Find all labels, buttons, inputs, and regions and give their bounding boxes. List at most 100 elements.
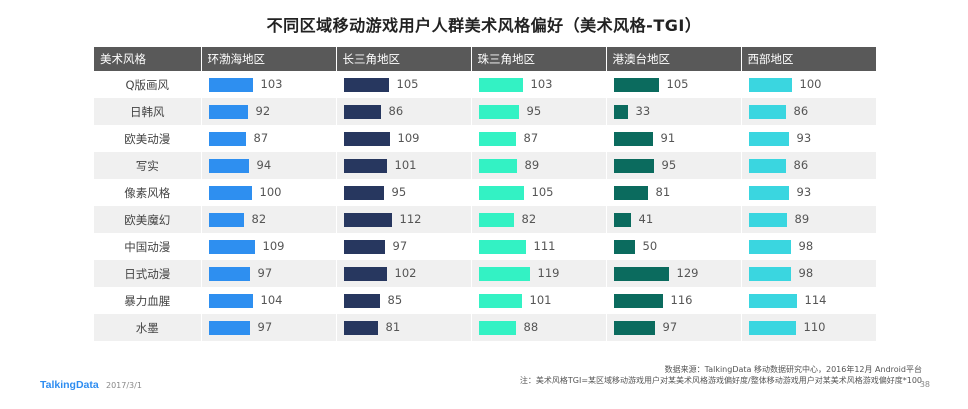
bar: [343, 132, 390, 146]
page-number: 38: [919, 380, 930, 389]
value-cell: 87: [201, 125, 337, 152]
value-cell: 92: [201, 98, 337, 125]
bar-value-label: 111: [533, 239, 556, 253]
report-date: 2017/3/1: [106, 381, 142, 390]
bar-value-label: 33: [635, 104, 651, 118]
bar-wrap: 95: [337, 179, 471, 206]
bar-value-label: 95: [661, 158, 677, 172]
bar-wrap: 86: [742, 152, 877, 179]
value-cell: 95: [471, 98, 607, 125]
value-cell: 50: [606, 233, 742, 260]
value-cell: 104: [201, 287, 337, 314]
bar-wrap: 111: [472, 233, 606, 260]
bar: [748, 294, 797, 308]
value-cell: 82: [201, 206, 337, 233]
bar-wrap: 116: [607, 287, 741, 314]
table-row: 中国动漫 109 97 111 50 98: [94, 233, 876, 260]
value-cell: 41: [606, 206, 742, 233]
bar-value-label: 94: [256, 158, 272, 172]
bar-wrap: 94: [202, 152, 336, 179]
bar-value-label: 97: [662, 320, 678, 334]
category-label: 欧美动漫: [94, 125, 202, 152]
bar: [748, 186, 789, 200]
bar: [613, 294, 663, 308]
bar-wrap: 100: [202, 179, 336, 206]
bar-value-label: 100: [799, 77, 822, 91]
bar: [613, 105, 628, 119]
bar: [478, 294, 522, 308]
bar-value-label: 114: [804, 293, 827, 307]
bar: [613, 132, 653, 146]
bar-value-label: 102: [394, 266, 417, 280]
bar: [343, 294, 380, 308]
table-body: Q版画风 103 105 103 105 100 日韩风 92 86 95 33 86 欧美动漫 87 10…: [94, 71, 876, 341]
table-row: 写实 94 101 89 95 86: [94, 152, 876, 179]
table-row: Q版画风 103 105 103 105 100: [94, 71, 876, 98]
bar-wrap: 50: [607, 233, 741, 260]
bar-value-label: 129: [676, 266, 699, 280]
bar-wrap: 93: [742, 125, 877, 152]
bar: [478, 159, 517, 173]
bar-value-label: 110: [803, 320, 826, 334]
bar-wrap: 81: [607, 179, 741, 206]
bar-wrap: 87: [202, 125, 336, 152]
bar-value-label: 93: [796, 185, 812, 199]
bar-wrap: 97: [202, 314, 336, 341]
bar: [343, 321, 378, 335]
bar-wrap: 85: [337, 287, 471, 314]
note-text: 注：美术风格TGI=某区域移动游戏用户对某美术风格游戏偏好度/整体移动游戏用户对…: [519, 376, 922, 385]
value-cell: 98: [741, 233, 876, 260]
table-row: 欧美动漫 87 109 87 91 93: [94, 125, 876, 152]
value-cell: 86: [741, 98, 876, 125]
bar: [613, 78, 659, 92]
bar-value-label: 89: [524, 158, 540, 172]
bar: [208, 321, 250, 335]
bar-wrap: 86: [337, 98, 471, 125]
bar: [343, 78, 389, 92]
value-cell: 109: [201, 233, 337, 260]
value-cell: 93: [741, 179, 876, 206]
category-label: 日韩风: [94, 98, 202, 125]
table-row: 水墨 97 81 88 97 110: [94, 314, 876, 341]
table-row: 欧美魔幻 82 112 82 41 89: [94, 206, 876, 233]
bar-wrap: 110: [742, 314, 877, 341]
bar: [208, 159, 249, 173]
bar-value-label: 88: [523, 320, 539, 334]
bar-wrap: 112: [337, 206, 471, 233]
bar-value-label: 100: [259, 185, 282, 199]
bar: [478, 240, 526, 254]
bar: [478, 267, 530, 281]
category-label: 水墨: [94, 314, 202, 341]
value-cell: 97: [201, 314, 337, 341]
bar-value-label: 116: [670, 293, 693, 307]
value-cell: 94: [201, 152, 337, 179]
bar: [208, 267, 250, 281]
bar: [478, 78, 523, 92]
value-cell: 119: [471, 260, 607, 287]
bar-value-label: 89: [794, 212, 810, 226]
bar-wrap: 97: [337, 233, 471, 260]
value-cell: 114: [741, 287, 876, 314]
bar: [343, 267, 387, 281]
bar-wrap: 95: [607, 152, 741, 179]
bar-wrap: 82: [472, 206, 606, 233]
bar: [478, 105, 519, 119]
bar-wrap: 105: [337, 71, 471, 98]
category-label: 中国动漫: [94, 233, 202, 260]
bar: [208, 132, 246, 146]
value-cell: 111: [471, 233, 607, 260]
bar-value-label: 50: [642, 239, 658, 253]
bar-wrap: 89: [742, 206, 877, 233]
value-cell: 109: [336, 125, 472, 152]
bar-value-label: 93: [796, 131, 812, 145]
bar: [613, 213, 631, 227]
bar: [343, 213, 392, 227]
bar-value-label: 41: [638, 212, 654, 226]
bar-value-label: 82: [521, 212, 537, 226]
bar-value-label: 112: [399, 212, 422, 226]
table-row: 日韩风 92 86 95 33 86: [94, 98, 876, 125]
table-row: 暴力血腥 104 85 101 116 114: [94, 287, 876, 314]
bar: [343, 240, 385, 254]
value-cell: 98: [741, 260, 876, 287]
value-cell: 97: [336, 233, 472, 260]
